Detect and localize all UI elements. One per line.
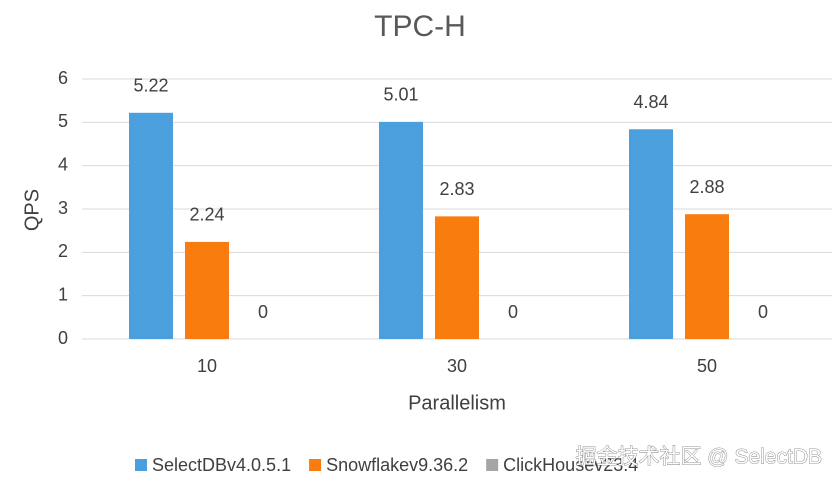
chart-title: TPC-H <box>374 10 466 43</box>
value-label: 2.88 <box>689 177 724 197</box>
x-tick-label: 30 <box>447 356 467 376</box>
bar <box>435 216 479 339</box>
y-tick-label: 5 <box>58 111 68 131</box>
bar <box>185 241 229 339</box>
value-label: 2.24 <box>189 205 224 225</box>
value-label: 2.83 <box>439 179 474 199</box>
value-label: 4.84 <box>633 92 668 112</box>
x-tick-label: 10 <box>197 356 217 376</box>
value-label: 5.01 <box>383 85 418 105</box>
x-axis-label: Parallelism <box>408 392 506 414</box>
bar <box>379 121 423 340</box>
y-tick-label: 3 <box>58 198 68 218</box>
bar <box>629 129 673 339</box>
y-tick-label: 1 <box>58 284 68 304</box>
y-axis-label: QPS <box>21 189 43 231</box>
value-label: 5.22 <box>133 76 168 96</box>
x-tick-label: 50 <box>697 356 717 376</box>
value-label: 0 <box>258 302 268 322</box>
legend-label: ClickHousev23.4 <box>503 455 638 475</box>
legend-swatch <box>486 459 499 471</box>
bar <box>685 214 729 339</box>
legend-swatch <box>309 459 322 471</box>
value-label: 0 <box>758 302 768 322</box>
bar <box>129 112 173 339</box>
legend-label: Snowflakev9.36.2 <box>326 455 468 475</box>
legend-label: SelectDBv4.0.5.1 <box>152 455 291 475</box>
value-label: 0 <box>508 302 518 322</box>
y-tick-label: 6 <box>58 68 68 88</box>
y-tick-label: 0 <box>58 328 68 348</box>
watermark: 掘金技术社区 @ SelectDB <box>575 446 822 469</box>
legend-swatch <box>135 459 147 471</box>
y-tick-label: 4 <box>58 154 68 174</box>
y-tick-label: 2 <box>58 241 68 261</box>
